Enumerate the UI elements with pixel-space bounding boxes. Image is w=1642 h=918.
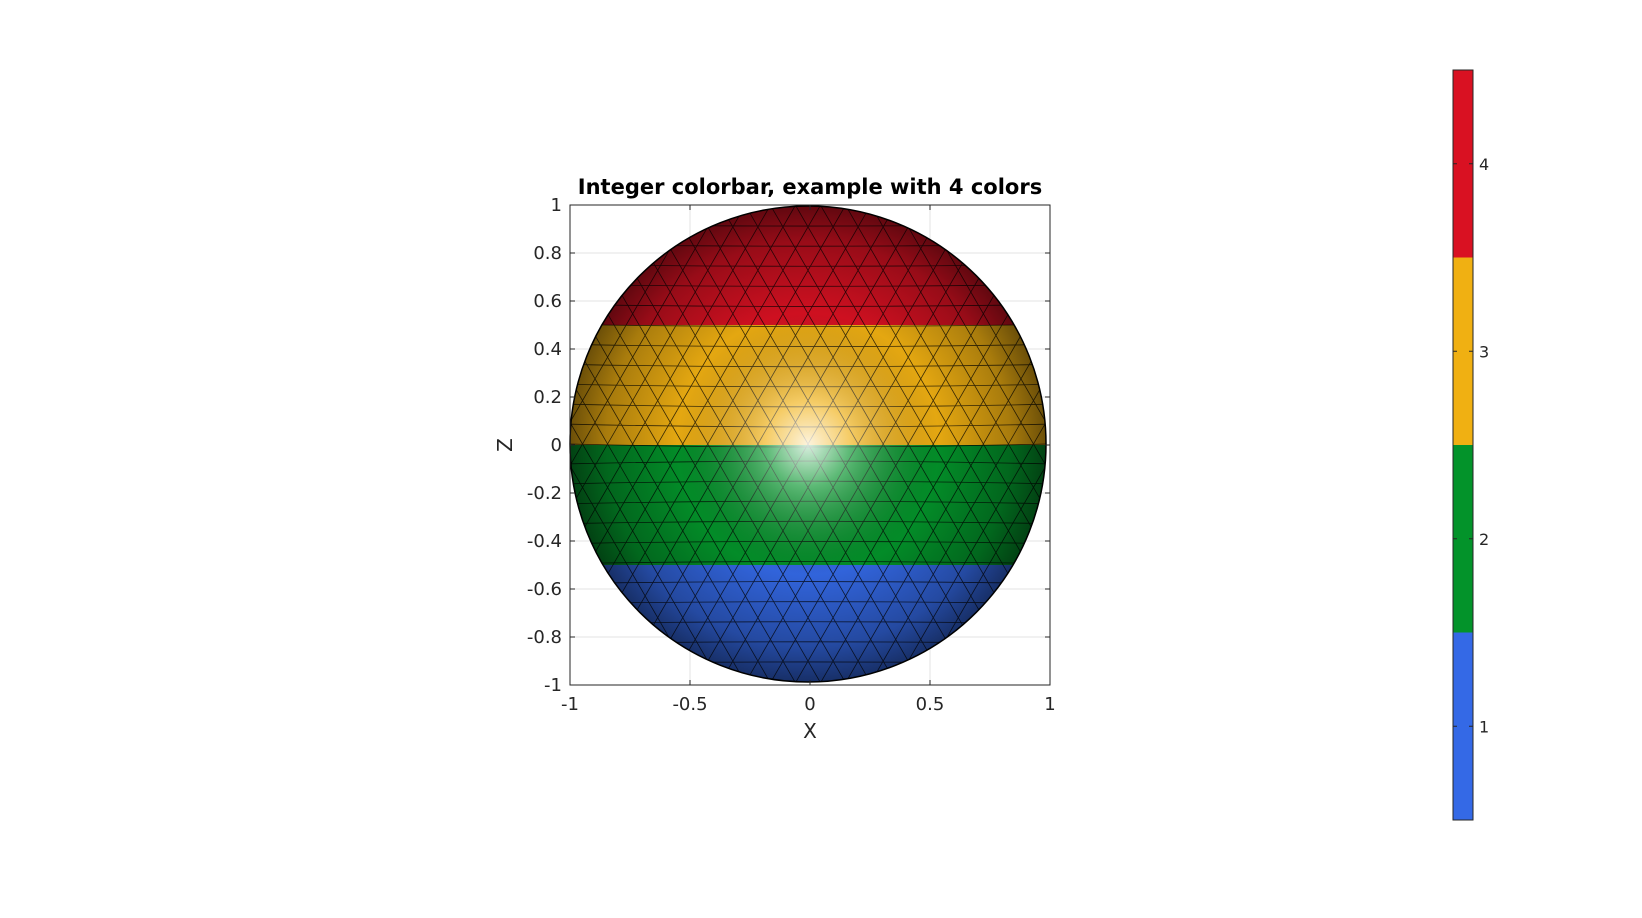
colorbar: 1 2 3 4	[1452, 69, 1489, 821]
colorbar-frame	[1452, 69, 1474, 821]
colorbar-segment-1	[1453, 632, 1473, 820]
sphere-shading	[570, 206, 1046, 682]
x-axis-ticks: -1 -0.5 0 0.5 1	[561, 205, 1056, 715]
y-tick-label: -0.6	[527, 579, 562, 600]
y-tick-label: -0.8	[527, 627, 562, 648]
y-tick-label: 0.2	[533, 387, 562, 408]
colorbar-tick-label: 4	[1479, 155, 1489, 174]
y-tick-label: 0.8	[533, 243, 562, 264]
colorbar-tick-label: 2	[1479, 530, 1489, 549]
y-tick-label: -0.4	[527, 531, 562, 552]
x-tick-label: -0.5	[672, 694, 707, 715]
x-tick-label: -1	[561, 694, 579, 715]
y-tick-label: 0.6	[533, 291, 562, 312]
y-tick-label: -0.2	[527, 483, 562, 504]
y-axis-label: Z	[493, 438, 517, 452]
y-tick-label: 0.4	[533, 339, 562, 360]
y-axis-ticks: 1 0.8 0.6 0.4 0.2 0 -0.2 -0.4 -0.6 -0.8 -1	[527, 195, 1050, 696]
colorbar-tick-label: 3	[1479, 342, 1489, 361]
x-tick-label: 1	[1044, 694, 1055, 715]
chart-title: Integer colorbar, example with 4 colors	[578, 175, 1042, 199]
y-tick-label: 1	[551, 195, 562, 216]
colorbar-segment-4	[1453, 70, 1473, 258]
colorbar-segment-2	[1453, 445, 1473, 633]
x-tick-label: 0	[804, 694, 815, 715]
y-tick-label: -1	[544, 675, 562, 696]
x-axis-label: X	[803, 719, 817, 743]
y-tick-label: 0	[551, 435, 562, 456]
colorbar-tick-label: 1	[1479, 717, 1489, 736]
x-tick-label: 0.5	[916, 694, 945, 715]
colorbar-segment-3	[1453, 257, 1473, 445]
